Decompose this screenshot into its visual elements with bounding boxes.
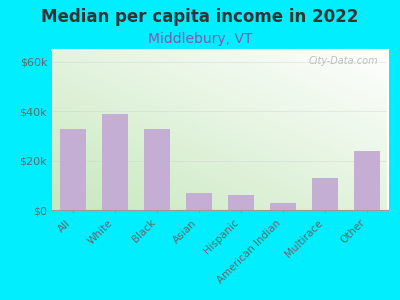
- Bar: [312, 178, 338, 210]
- Bar: [270, 202, 296, 210]
- Bar: [102, 114, 128, 210]
- Bar: [60, 128, 86, 210]
- Text: Median per capita income in 2022: Median per capita income in 2022: [41, 8, 359, 26]
- Text: City-Data.com: City-Data.com: [308, 56, 378, 66]
- Text: Middlebury, VT: Middlebury, VT: [148, 32, 252, 46]
- Bar: [228, 195, 254, 210]
- Bar: [144, 128, 170, 210]
- Bar: [354, 151, 380, 210]
- Bar: [186, 193, 212, 210]
